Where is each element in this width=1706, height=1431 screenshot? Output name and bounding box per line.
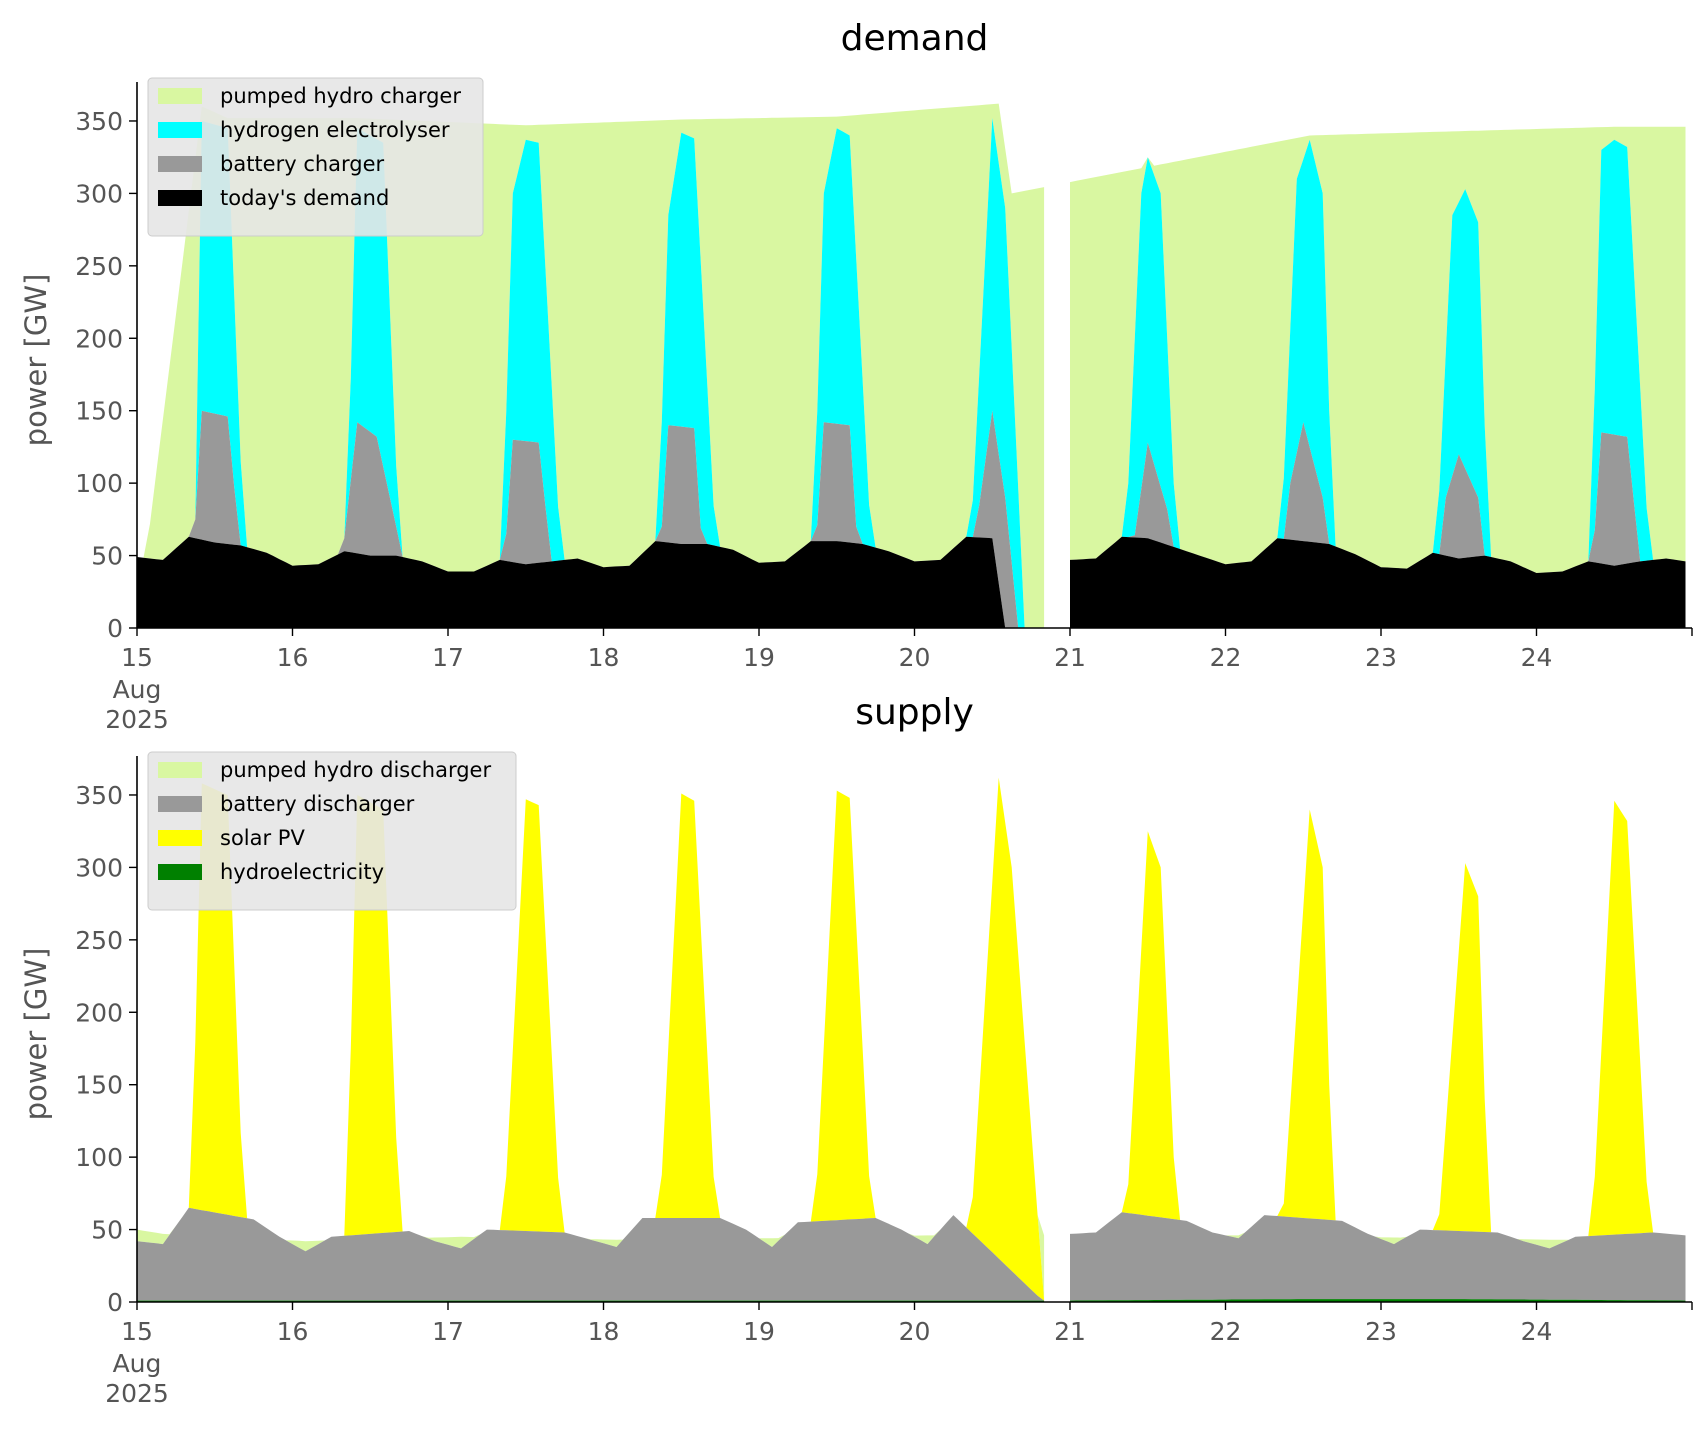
y-tick-label: 350	[75, 107, 123, 136]
legend-swatch	[158, 156, 202, 172]
chart-title: demand	[841, 18, 989, 59]
y-tick-label: 50	[91, 1216, 123, 1245]
x-tick-label: 15	[121, 643, 153, 672]
legend-swatch	[158, 762, 202, 778]
legend: pumped hydro discharger battery discharge…	[147, 751, 517, 911]
x-tick-year-label: 2025	[105, 705, 169, 734]
x-tick-month-label: Aug	[113, 675, 162, 704]
area-today-s-demand	[1070, 536, 1686, 628]
legend-swatch	[158, 864, 202, 880]
y-tick-label: 200	[75, 998, 123, 1027]
x-tick-label: 22	[1210, 1317, 1242, 1346]
y-axis-label: power [GW]	[19, 948, 53, 1121]
supply-panel: supply power [GW] 0 50 100 150 200 250 300 350 15 A…	[19, 692, 1693, 1408]
y-axis-label: power [GW]	[19, 274, 53, 447]
area-battery-discharger	[1070, 1212, 1686, 1301]
x-tick-label: 23	[1365, 1317, 1397, 1346]
y-tick-label: 100	[75, 1143, 123, 1172]
x-tick-label: 21	[1054, 643, 1086, 672]
area-solar-pv	[1070, 800, 1686, 1249]
legend-box	[147, 751, 517, 911]
legend-label: battery discharger	[220, 792, 415, 816]
legend-label: pumped hydro charger	[220, 84, 461, 108]
legend-swatch	[158, 88, 202, 104]
y-tick-label: 0	[107, 614, 123, 643]
legend-label: hydrogen electrolyser	[220, 118, 450, 142]
legend-label: solar PV	[220, 826, 305, 850]
legend-swatch	[158, 796, 202, 812]
x-tick-label: 20	[899, 643, 931, 672]
x-tick-label: 15	[121, 1317, 153, 1346]
x-tick-label: 19	[743, 1317, 775, 1346]
x-tick-label: 16	[277, 1317, 309, 1346]
legend-label: battery charger	[220, 152, 385, 176]
x-tick-label: 20	[899, 1317, 931, 1346]
y-tick-label: 0	[107, 1288, 123, 1317]
x-tick-label: 24	[1521, 643, 1553, 672]
legend-label: hydroelectricity	[220, 860, 384, 884]
y-tick-label: 150	[75, 1071, 123, 1100]
y-tick-label: 250	[75, 252, 123, 281]
y-tick-label: 300	[75, 853, 123, 882]
area-pumped-hydro-charger	[137, 103, 1045, 629]
area-pumped-hydro-charger	[1070, 126, 1686, 574]
y-tick-label: 150	[75, 397, 123, 426]
area-today-s-demand	[137, 536, 1045, 628]
x-tick-label: 19	[743, 643, 775, 672]
x-tick-label: 17	[432, 643, 464, 672]
y-tick-label: 50	[91, 542, 123, 571]
x-tick-month-label: Aug	[113, 1349, 162, 1378]
x-tick-label: 18	[588, 643, 620, 672]
area-battery-charger	[1070, 422, 1686, 573]
y-tick-label: 100	[75, 469, 123, 498]
x-tick-label: 16	[277, 643, 309, 672]
legend-swatch	[158, 122, 202, 138]
demand-panel: demand power [GW] 0 50 100 150 200 250 300 350 15 A…	[19, 18, 1693, 734]
y-tick-label: 200	[75, 324, 123, 353]
area-battery-discharger	[137, 1207, 1045, 1301]
legend-label: pumped hydro discharger	[220, 758, 491, 782]
chart-title: supply	[855, 692, 974, 733]
legend-box	[147, 77, 484, 237]
x-tick-label: 23	[1365, 643, 1397, 672]
x-tick-label: 21	[1054, 1317, 1086, 1346]
area-battery-charger	[137, 410, 1045, 628]
area-hydrogen-electrolyser	[1070, 139, 1686, 574]
x-tick-label: 17	[432, 1317, 464, 1346]
legend-label: today's demand	[220, 186, 389, 210]
legend-swatch	[158, 830, 202, 846]
legend: pumped hydro charger hydrogen electrolyse…	[147, 77, 484, 237]
legend-swatch	[158, 190, 202, 206]
x-tick-label: 18	[588, 1317, 620, 1346]
y-tick-label: 300	[75, 179, 123, 208]
x-tick-year-label: 2025	[105, 1379, 169, 1408]
y-tick-label: 250	[75, 926, 123, 955]
x-tick-label: 24	[1521, 1317, 1553, 1346]
x-tick-label: 22	[1210, 643, 1242, 672]
y-tick-label: 350	[75, 781, 123, 810]
area-hydrogen-electrolyser	[137, 118, 1045, 628]
